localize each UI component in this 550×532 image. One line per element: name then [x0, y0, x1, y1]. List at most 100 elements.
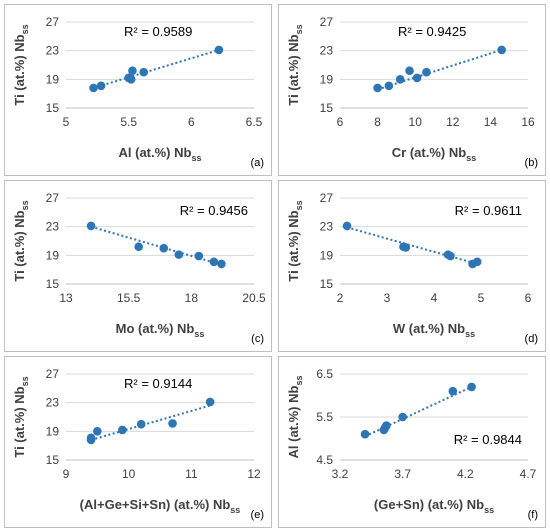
data-point	[446, 251, 455, 261]
x-tick-label: 9	[63, 467, 70, 481]
data-point	[217, 259, 226, 269]
x-tick-label: 4.2	[457, 467, 474, 481]
chart-panel-3: 15 19 23 27 13 15.5 18 20.5 R² = 0.9456 Mo (at.%)…	[4, 180, 272, 352]
y-axis-label: Ti (at.%) Nbss	[12, 24, 30, 105]
data-point	[205, 397, 215, 407]
x-tick-label: 11	[185, 467, 198, 481]
y-tick-label: 15	[46, 277, 60, 291]
y-tick-label: 15	[46, 453, 60, 467]
panel-label: (e)	[251, 509, 264, 521]
r-squared-label: R² = 0.9425	[398, 24, 466, 39]
data-point	[448, 386, 458, 396]
x-tick-label: 12	[446, 115, 460, 129]
x-tick-label: 12	[247, 467, 261, 481]
x-axis-label: (Al+Ge+Si+Sn) (at.%) Nbss	[80, 497, 241, 515]
data-point	[422, 67, 431, 77]
r-squared-label: R² = 0.9844	[454, 432, 522, 447]
data-point	[93, 427, 102, 436]
r-squared-label: R² = 0.9456	[180, 203, 248, 218]
y-axis-label: Ti (at.%) Nbss	[12, 200, 30, 281]
chart-panel-6: 4.5 5.5 6.5 3.2 3.7 4.2 4.7 R² = 0.9844 (Ge+Sn) …	[278, 356, 546, 528]
chart-panel-2: 15 19 23 27 6 8 10 12 14 16 R² = 0.9425 Cr (at.%) N…	[278, 4, 546, 176]
y-tick-label: 23	[46, 220, 60, 234]
panel-label: (a)	[251, 157, 264, 169]
data-point	[128, 66, 137, 76]
y-tick-label: 4.5	[316, 453, 333, 467]
y-tick-label: 5.5	[316, 410, 333, 424]
data-point	[342, 221, 352, 231]
data-point	[168, 419, 177, 428]
data-point	[395, 75, 405, 84]
y-tick-label: 27	[320, 191, 334, 205]
panel-frame	[278, 4, 546, 176]
x-axis-label: Cr (at.%) Nbss	[392, 145, 476, 163]
data-point	[382, 421, 391, 430]
x-tick-label: 6	[188, 115, 195, 129]
x-axis-label: (Ge+Sn) (at.%) Nbss	[374, 497, 494, 515]
y-tick-label: 27	[46, 15, 60, 29]
x-tick-label: 3	[384, 291, 391, 305]
x-axis-label: Mo (at.%) Nbss	[116, 321, 205, 339]
y-axis-label: Ti (at.%) Nbss	[286, 200, 304, 281]
data-point	[373, 83, 382, 93]
x-tick-label: 10	[122, 467, 136, 481]
x-tick-label: 20.5	[242, 291, 266, 305]
data-point	[86, 433, 96, 443]
panel-label: (f)	[528, 509, 538, 521]
data-point	[412, 73, 422, 83]
x-tick-label: 3.2	[332, 467, 349, 481]
x-tick-label: 5	[478, 291, 485, 305]
x-tick-label: 6.5	[246, 115, 263, 129]
data-point	[159, 243, 169, 253]
panel-frame	[278, 180, 546, 352]
x-tick-label: 8	[374, 115, 381, 129]
data-point	[360, 429, 370, 439]
panel-label: (b)	[525, 157, 538, 169]
trendline	[377, 48, 502, 91]
data-point	[96, 81, 106, 91]
data-point	[497, 45, 506, 55]
y-tick-label: 15	[320, 277, 334, 291]
x-tick-label: 6	[337, 115, 344, 129]
x-tick-label: 5.5	[120, 115, 137, 129]
x-tick-label: 10	[409, 115, 423, 129]
data-point	[401, 243, 411, 252]
y-tick-label: 23	[46, 396, 60, 410]
panel-frame	[4, 4, 272, 176]
x-tick-label: 4	[431, 291, 438, 305]
x-tick-label: 16	[521, 115, 535, 129]
data-point	[134, 242, 143, 252]
r-squared-label: R² = 0.9589	[124, 24, 192, 39]
y-tick-label: 23	[320, 44, 334, 58]
data-point	[174, 250, 184, 259]
r-squared-label: R² = 0.9144	[124, 376, 192, 391]
data-point	[139, 67, 149, 77]
data-point	[126, 75, 136, 84]
y-tick-label: 19	[46, 248, 60, 262]
panel-frame	[4, 356, 272, 528]
y-tick-label: 6.5	[316, 367, 333, 381]
x-tick-label: 13	[59, 291, 73, 305]
y-axis-label: Ti (at.%) Nbss	[286, 24, 304, 105]
data-point	[405, 66, 414, 76]
y-tick-label: 19	[46, 72, 60, 86]
y-tick-label: 23	[46, 44, 60, 58]
y-tick-label: 23	[320, 220, 334, 234]
data-point	[86, 221, 96, 231]
y-tick-label: 15	[320, 101, 334, 115]
data-point	[194, 251, 204, 261]
x-tick-label: 18	[185, 291, 199, 305]
x-tick-label: 6	[525, 291, 532, 305]
data-point	[89, 83, 98, 93]
data-point	[398, 412, 407, 422]
x-tick-label: 14	[484, 115, 498, 129]
data-point	[118, 425, 127, 435]
panel-frame	[278, 356, 546, 528]
x-axis-label: W (at.%) Nbss	[393, 321, 475, 339]
trendline	[346, 226, 478, 265]
y-tick-label: 27	[46, 191, 60, 205]
data-point	[472, 257, 482, 267]
data-point	[384, 81, 394, 91]
y-tick-label: 19	[46, 424, 60, 438]
